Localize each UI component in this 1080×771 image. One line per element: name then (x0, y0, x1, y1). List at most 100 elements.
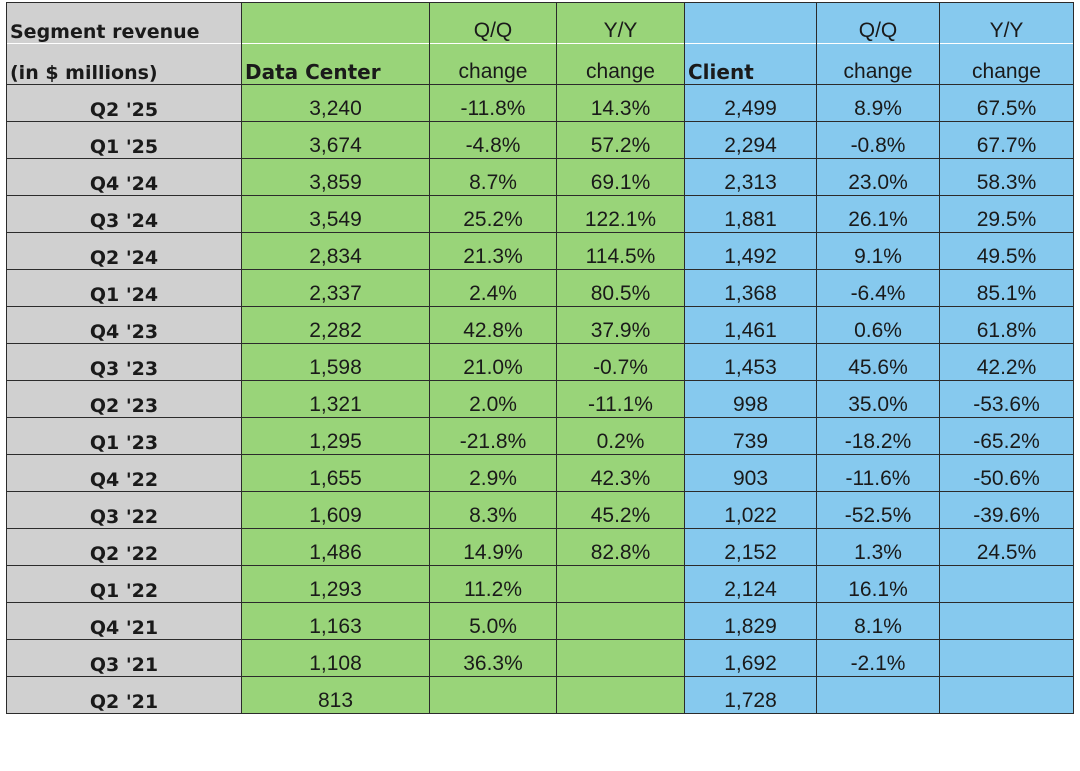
client-revenue: 1,881 (684, 195, 817, 233)
data-center-yy-change: 122.1% (556, 195, 685, 233)
client-qq-change: 0.6% (816, 306, 940, 344)
quarter-label: Q3 '23 (6, 343, 242, 381)
table-row: Q4 '21 1,163 5.0% 1,829 8.1% (6, 602, 1074, 640)
client-revenue: 2,313 (684, 158, 817, 196)
data-center-revenue: 1,598 (241, 343, 430, 381)
data-center-qq-change: -11.8% (429, 84, 557, 122)
client-qq-change: 8.1% (816, 602, 940, 640)
dc-yy-header-line2: change (556, 43, 685, 85)
quarter-label: Q2 '24 (6, 232, 242, 270)
quarter-label: Q1 '23 (6, 417, 242, 455)
header-row-2: (in $ millions) Data Center change chang… (6, 43, 1074, 85)
client-revenue: 1,453 (684, 343, 817, 381)
client-revenue: 1,692 (684, 639, 817, 677)
quarter-label: Q4 '24 (6, 158, 242, 196)
dc-yy-header-line1: Y/Y (556, 2, 685, 44)
data-center-yy-change (556, 602, 685, 640)
data-center-revenue: 2,337 (241, 269, 430, 307)
quarter-label: Q4 '22 (6, 454, 242, 492)
client-yy-change: 29.5% (939, 195, 1074, 233)
quarter-label: Q2 '25 (6, 84, 242, 122)
table-row: Q4 '23 2,282 42.8% 37.9% 1,461 0.6% 61.8% (6, 306, 1074, 344)
data-center-yy-change: 45.2% (556, 491, 685, 529)
data-center-revenue: 1,108 (241, 639, 430, 677)
data-center-revenue: 1,321 (241, 380, 430, 418)
client-qq-change: 26.1% (816, 195, 940, 233)
table-row: Q3 '23 1,598 21.0% -0.7% 1,453 45.6% 42.2% (6, 343, 1074, 381)
data-center-yy-change (556, 565, 685, 603)
client-revenue: 2,124 (684, 565, 817, 603)
quarter-label: Q2 '22 (6, 528, 242, 566)
table-row: Q1 '24 2,337 2.4% 80.5% 1,368 -6.4% 85.1% (6, 269, 1074, 307)
table-row: Q2 '25 3,240 -11.8% 14.3% 2,499 8.9% 67.5% (6, 84, 1074, 122)
client-yy-change: 58.3% (939, 158, 1074, 196)
table-row: Q2 '22 1,486 14.9% 82.8% 2,152 1.3% 24.5% (6, 528, 1074, 566)
data-center-revenue: 1,295 (241, 417, 430, 455)
data-center-qq-change: 11.2% (429, 565, 557, 603)
data-center-yy-change: 82.8% (556, 528, 685, 566)
data-center-revenue: 1,655 (241, 454, 430, 492)
data-center-yy-change (556, 676, 685, 714)
client-qq-change: 8.9% (816, 84, 940, 122)
data-center-revenue: 1,293 (241, 565, 430, 603)
client-yy-change: -65.2% (939, 417, 1074, 455)
quarter-label: Q4 '21 (6, 602, 242, 640)
client-qq-change: 16.1% (816, 565, 940, 603)
client-header: Client (684, 43, 817, 85)
client-qq-change: -0.8% (816, 121, 940, 159)
client-qq-change: -18.2% (816, 417, 940, 455)
data-center-qq-change: 14.9% (429, 528, 557, 566)
client-yy-change: -39.6% (939, 491, 1074, 529)
client-qq-change: -11.6% (816, 454, 940, 492)
segment-header-line2: (in $ millions) (6, 43, 242, 85)
dc-qq-header-line1: Q/Q (429, 2, 557, 44)
table-row: Q4 '24 3,859 8.7% 69.1% 2,313 23.0% 58.3% (6, 158, 1074, 196)
client-yy-change: 67.7% (939, 121, 1074, 159)
client-revenue: 1,829 (684, 602, 817, 640)
data-center-yy-change: 69.1% (556, 158, 685, 196)
quarter-label: Q2 '23 (6, 380, 242, 418)
dc-qq-header-line2: change (429, 43, 557, 85)
client-yy-change (939, 676, 1074, 714)
data-center-yy-change: 14.3% (556, 84, 685, 122)
client-qq-change (816, 676, 940, 714)
data-center-qq-change: 25.2% (429, 195, 557, 233)
quarter-label: Q1 '24 (6, 269, 242, 307)
data-center-qq-change: 21.0% (429, 343, 557, 381)
client-yy-change: 42.2% (939, 343, 1074, 381)
client-revenue: 1,728 (684, 676, 817, 714)
segment-header-line1: Segment revenue (6, 2, 242, 44)
data-center-yy-change: -11.1% (556, 380, 685, 418)
data-center-revenue: 3,240 (241, 84, 430, 122)
data-center-revenue: 1,163 (241, 602, 430, 640)
client-yy-change: -50.6% (939, 454, 1074, 492)
data-center-yy-change: 57.2% (556, 121, 685, 159)
table-row: Q1 '22 1,293 11.2% 2,124 16.1% (6, 565, 1074, 603)
client-yy-change: 85.1% (939, 269, 1074, 307)
table-row: Q1 '23 1,295 -21.8% 0.2% 739 -18.2% -65.2% (6, 417, 1074, 455)
client-qq-change: -52.5% (816, 491, 940, 529)
data-center-qq-change: 2.0% (429, 380, 557, 418)
data-center-yy-change: -0.7% (556, 343, 685, 381)
data-center-qq-change: 2.4% (429, 269, 557, 307)
data-center-qq-change: 42.8% (429, 306, 557, 344)
data-center-yy-change: 80.5% (556, 269, 685, 307)
client-revenue: 1,368 (684, 269, 817, 307)
client-yy-change: 49.5% (939, 232, 1074, 270)
quarter-label: Q3 '24 (6, 195, 242, 233)
client-yy-change (939, 602, 1074, 640)
client-qq-change: 9.1% (816, 232, 940, 270)
data-center-revenue: 3,549 (241, 195, 430, 233)
client-revenue: 2,294 (684, 121, 817, 159)
data-center-qq-change: 8.3% (429, 491, 557, 529)
table-row: Q3 '21 1,108 36.3% 1,692 -2.1% (6, 639, 1074, 677)
quarter-label: Q2 '21 (6, 676, 242, 714)
table-row: Q1 '25 3,674 -4.8% 57.2% 2,294 -0.8% 67.7% (6, 121, 1074, 159)
client-qq-change: -2.1% (816, 639, 940, 677)
client-yy-change: 67.5% (939, 84, 1074, 122)
data-center-yy-change: 37.9% (556, 306, 685, 344)
client-qq-change: -6.4% (816, 269, 940, 307)
quarter-label: Q1 '22 (6, 565, 242, 603)
data-center-qq-change: -21.8% (429, 417, 557, 455)
client-yy-change (939, 639, 1074, 677)
